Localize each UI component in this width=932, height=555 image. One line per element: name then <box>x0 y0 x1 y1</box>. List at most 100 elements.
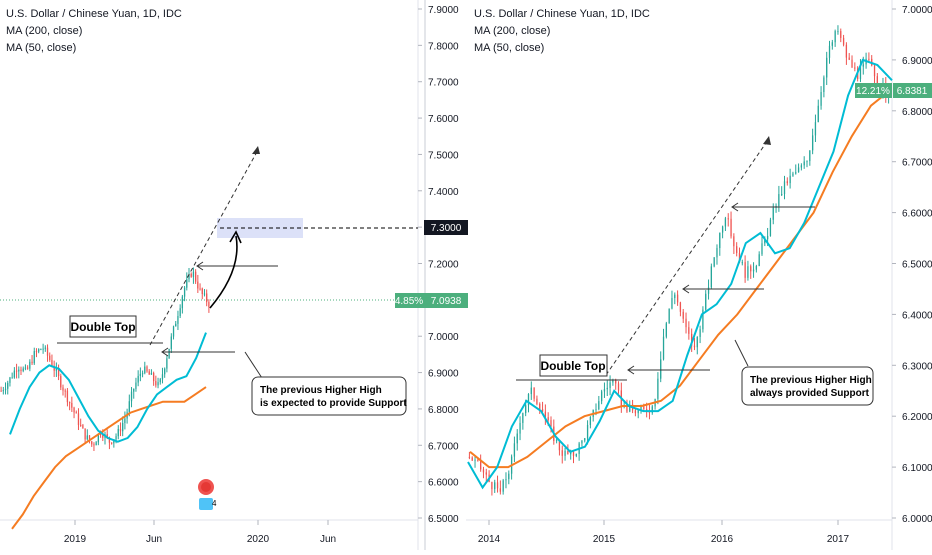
left-price-tick-label: 6.8000 <box>428 405 459 416</box>
right-candle <box>772 203 774 225</box>
left-candle <box>104 431 106 445</box>
right-candle <box>727 213 729 227</box>
left-price-tick-label: 6.5000 <box>428 514 459 525</box>
right-candle <box>710 263 713 289</box>
left-candle <box>146 365 148 373</box>
right-candle <box>609 375 611 396</box>
right-candle <box>848 53 850 61</box>
right-pct-badge-text: 12.21% <box>856 86 890 97</box>
left-candle <box>203 289 206 297</box>
left-candle <box>64 388 66 398</box>
left-candle <box>201 287 203 300</box>
right-candle <box>603 382 606 398</box>
left-candle <box>181 294 184 314</box>
left-candle <box>194 269 197 284</box>
right-callout-line-2: always provided Support <box>750 388 870 399</box>
right-time-axis: 2014 2015 2016 2017 <box>478 520 850 545</box>
right-candle <box>564 447 566 461</box>
right-ma50-line <box>467 58 893 490</box>
right-candle <box>721 225 724 239</box>
left-candle <box>110 442 113 445</box>
left-candle <box>144 361 146 375</box>
right-price-tick-label: 6.8000 <box>902 107 932 118</box>
left-candle <box>31 355 33 365</box>
right-candle <box>811 128 814 155</box>
right-ma200-line <box>469 89 891 469</box>
right-candle <box>685 312 687 334</box>
left-candle <box>75 410 77 414</box>
right-candle <box>665 321 667 339</box>
right-candle <box>600 389 603 405</box>
right-candle <box>873 63 876 85</box>
right-candle <box>474 455 476 468</box>
right-candle <box>716 244 718 265</box>
right-candle <box>654 398 656 410</box>
right-candle <box>662 328 665 361</box>
left-candle <box>117 425 119 440</box>
right-candle <box>842 34 845 47</box>
left-candle <box>93 442 95 452</box>
right-candle <box>502 478 504 495</box>
right-price-tick-label: 6.4000 <box>902 310 932 321</box>
left-price-tick-label: 7.6000 <box>428 114 459 125</box>
left-price-tick-label: 6.7000 <box>428 441 459 452</box>
right-candle <box>778 185 780 212</box>
left-candle <box>62 384 64 396</box>
right-candle <box>510 454 513 480</box>
right-candle <box>837 25 839 35</box>
left-candle <box>133 388 135 399</box>
left-candle <box>0 386 2 392</box>
left-candle <box>11 372 13 379</box>
left-callout-line-2: is expected to provide Support <box>260 398 407 409</box>
right-candle <box>806 160 808 168</box>
right-price-tick-label: 6.2000 <box>902 412 932 423</box>
right-candle <box>544 404 547 425</box>
right-candle <box>671 290 673 310</box>
right-candle <box>702 306 704 333</box>
left-candle <box>172 325 175 340</box>
right-candle <box>761 235 763 256</box>
left-candle <box>164 367 166 378</box>
left-candle <box>170 333 172 353</box>
left-candle <box>175 321 177 327</box>
left-candle <box>22 366 24 373</box>
right-candle <box>719 232 721 256</box>
right-candle <box>494 479 496 493</box>
left-candle <box>148 369 150 375</box>
right-candle <box>826 51 828 85</box>
left-candle <box>18 366 20 379</box>
right-trend-arrow <box>605 139 769 376</box>
left-candle <box>26 365 29 370</box>
right-candles <box>468 25 890 496</box>
right-candle <box>530 381 532 400</box>
left-candle <box>183 285 186 302</box>
left-price-tick-label: 6.9000 <box>428 369 459 380</box>
left-target-zone <box>217 218 303 238</box>
right-legend: U.S. Dollar / Chinese Yuan, 1D, IDC MA (… <box>474 6 650 57</box>
left-candle <box>179 304 181 319</box>
right-candle <box>840 28 842 43</box>
right-candle <box>637 409 639 419</box>
left-target-badge <box>424 220 468 235</box>
right-candle <box>750 264 752 279</box>
left-candle <box>168 348 170 359</box>
left-candle <box>66 388 69 407</box>
left-candle <box>84 428 86 444</box>
left-candle <box>95 441 97 446</box>
right-candle <box>578 441 580 461</box>
left-candle <box>157 377 159 389</box>
right-candle <box>758 251 760 267</box>
left-candle <box>44 345 46 352</box>
left-pct-badge-text: 4.85% <box>395 296 423 307</box>
left-price-badge <box>424 293 468 308</box>
left-candle <box>190 272 192 278</box>
right-candle <box>482 466 485 479</box>
left-candles <box>0 267 210 452</box>
right-candle <box>817 99 819 123</box>
right-candle <box>705 290 707 312</box>
right-candle <box>814 114 817 142</box>
right-candle <box>522 412 524 430</box>
left-candle <box>166 355 168 373</box>
right-candle <box>868 52 870 63</box>
left-candle <box>139 367 142 382</box>
